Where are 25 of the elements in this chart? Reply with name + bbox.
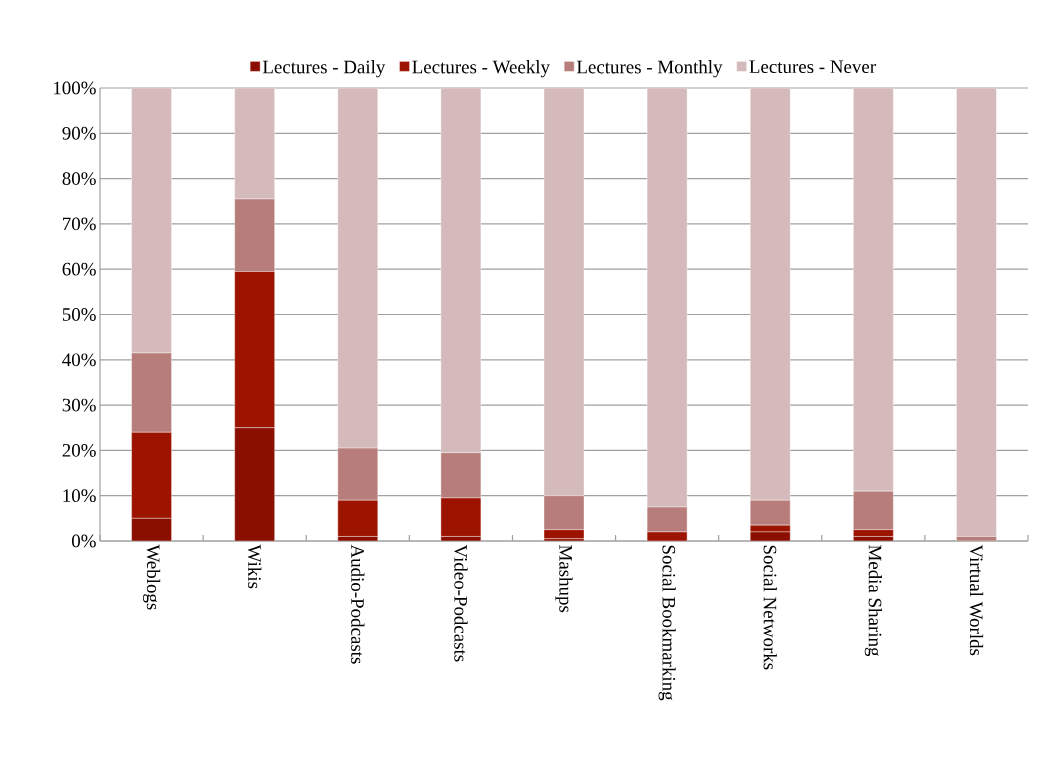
y-tick-label: 40%	[62, 353, 96, 367]
x-tick-label: Social Bookmarking	[658, 545, 676, 701]
legend-label: Lectures - Never	[749, 60, 876, 74]
y-tick-label: 60%	[62, 262, 96, 276]
x-tick-label: Video-Podcasts	[454, 544, 468, 662]
y-tick-label: 30%	[62, 398, 96, 412]
legend-label: Lectures - Monthly	[576, 60, 723, 78]
x-tick-label: Wikis	[247, 544, 262, 589]
x-tick-label: Audio-Podcasts	[351, 544, 365, 664]
y-tick-label: 10%	[63, 489, 96, 503]
y-tick-label: 80%	[62, 172, 96, 185]
x-tick-label: Virtual Worlds	[969, 544, 984, 656]
x-tick-label: Social Networks	[763, 545, 777, 670]
legend-label: Lectures - Weekly	[412, 60, 550, 78]
x-tick-label: Media Sharing	[864, 545, 882, 657]
x-tick-label: Weblogs	[142, 544, 161, 610]
legend-label: Lectures - Daily	[262, 60, 386, 78]
y-tick-label: 0%	[71, 534, 96, 548]
y-tick-label: 70%	[63, 217, 96, 231]
x-tick-label: Mashups	[555, 545, 573, 613]
bar	[956, 87, 997, 537]
y-tick-label: 20%	[62, 443, 96, 457]
y-tick-label: 50%	[62, 308, 96, 321]
y-tick-label: 100%	[53, 81, 96, 95]
y-tick-label: 90%	[62, 126, 96, 140]
